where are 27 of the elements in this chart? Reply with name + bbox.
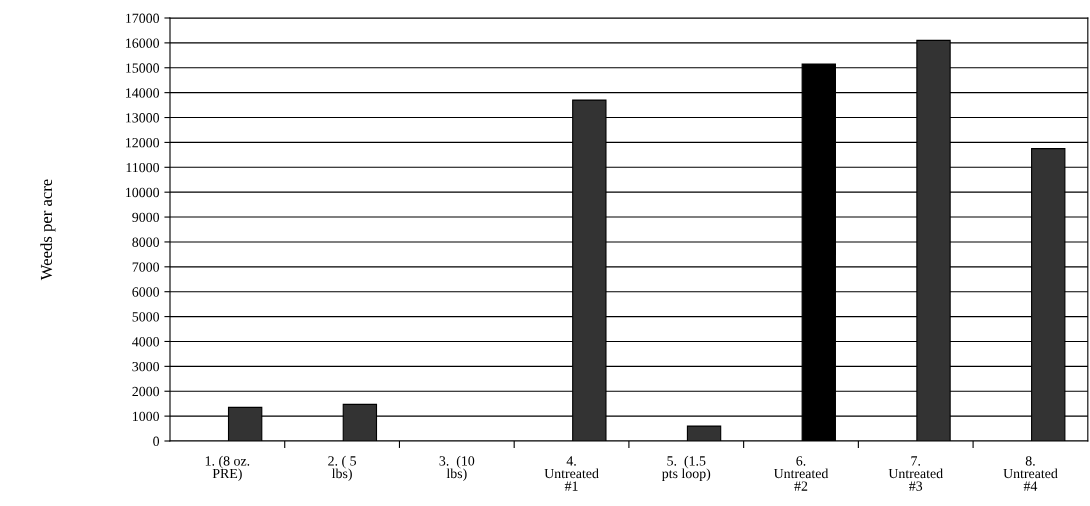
x-tick-label: 3. (10 lbs)	[439, 455, 475, 481]
x-tick-label: 2. ( 5 lbs)	[328, 455, 357, 481]
x-tick-label: 5. (1.5 pts loop)	[662, 455, 711, 481]
y-tick-label: 12000	[126, 137, 160, 148]
y-tick-label: 3000	[132, 361, 160, 372]
y-tick-label: 11000	[126, 162, 160, 173]
y-tick-label: 9000	[132, 212, 160, 223]
y-tick-label: 0	[153, 436, 160, 446]
y-tick-label: 8000	[132, 237, 160, 247]
y-tick-label: 1000	[133, 411, 160, 422]
y-tick-label: 4000	[132, 337, 160, 347]
y-tick-label: 5000	[132, 312, 160, 322]
x-tick-label: 8. Untreated #4	[1003, 456, 1058, 491]
y-tick-label: 16000	[126, 38, 160, 48]
y-tick-label: 7000	[132, 262, 160, 272]
y-tick-label: 2000	[132, 386, 160, 397]
x-tick-label: 1. (8 oz. PRE)	[205, 455, 250, 481]
x-tick-label: 7. Untreated #3	[888, 456, 943, 491]
y-tick-label: 17000	[126, 13, 160, 23]
x-tick-label: 4. Untreated #1	[544, 456, 599, 491]
y-axis-title: Weeds per acre	[40, 179, 56, 281]
y-tick-label: 6000	[132, 287, 160, 297]
y-tick-label: 10000	[126, 187, 160, 198]
y-tick-label: 14000	[126, 88, 160, 98]
y-tick-label: 15000	[126, 63, 160, 73]
x-tick-label: 6. Untreated #2	[773, 456, 829, 491]
y-tick-label: 13000	[126, 113, 160, 123]
